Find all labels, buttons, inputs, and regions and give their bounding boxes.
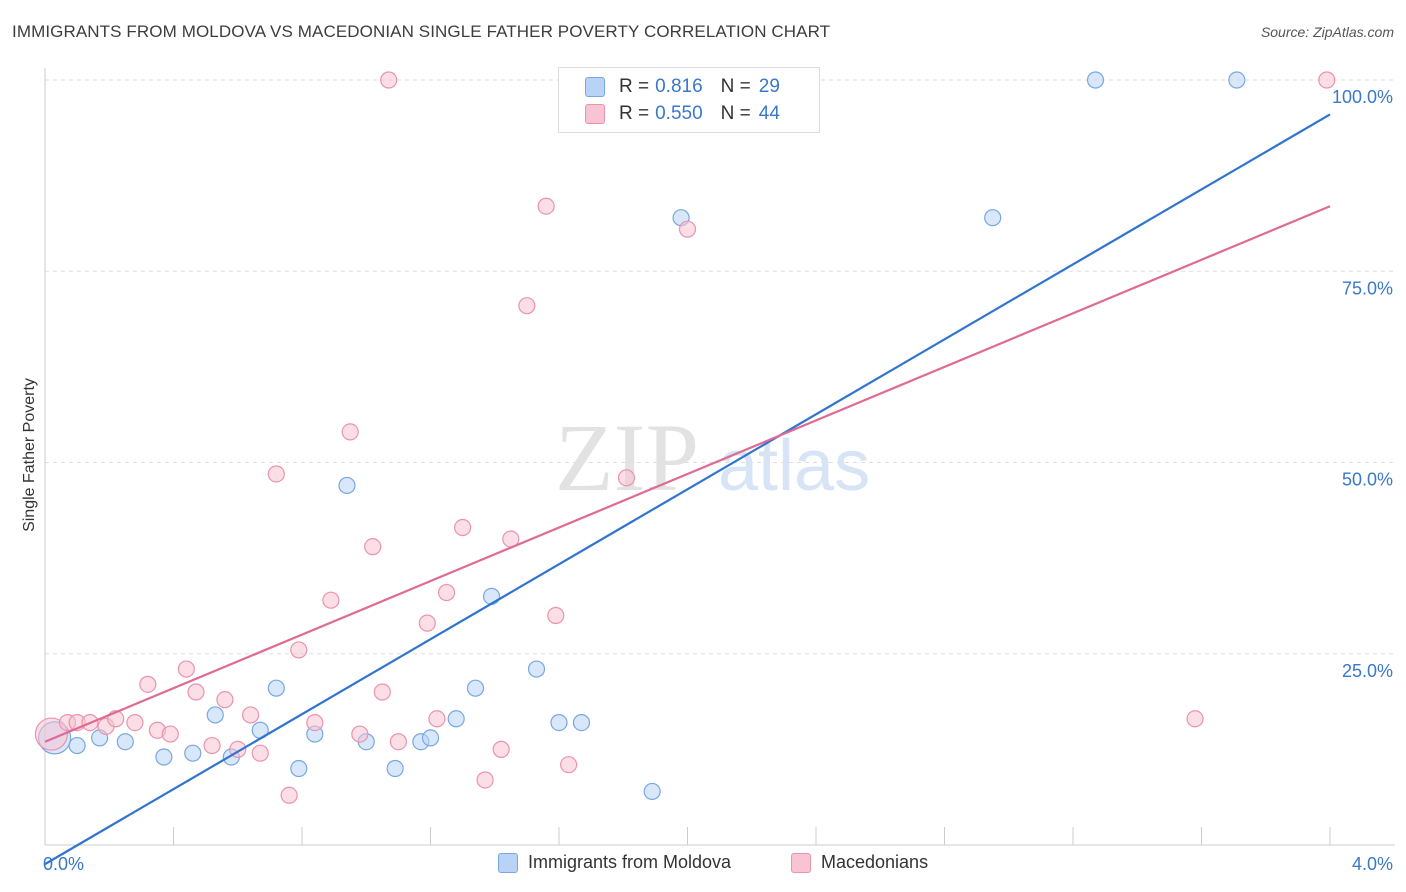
macedonian-point xyxy=(547,606,565,625)
moldova-point xyxy=(466,679,485,697)
moldova-point xyxy=(338,476,356,495)
moldova-point xyxy=(68,736,86,755)
moldova-point xyxy=(984,209,1002,227)
macedonian-point xyxy=(177,660,195,678)
macedonian-point xyxy=(267,465,285,483)
tick-labels: 25.0% 50.0% 75.0% 100.0% 0.0% 4.0% xyxy=(43,87,1393,874)
moldova-point xyxy=(386,759,404,778)
legend-n-value: 44 xyxy=(758,103,780,124)
macedonian-point xyxy=(306,713,324,732)
moldova-point xyxy=(155,748,173,766)
bottom-legend-swatch-blue xyxy=(498,852,518,873)
legend-r-label: R = xyxy=(619,103,650,124)
bottom-legend-label: Immigrants from Moldova xyxy=(528,852,732,872)
legend-swatch-pink xyxy=(585,104,605,124)
watermark-atlas: atlas xyxy=(718,426,870,506)
legend-r-value: 0.550 xyxy=(655,103,703,124)
y-tick-label: 25.0% xyxy=(1342,661,1393,681)
moldova-point xyxy=(267,679,285,697)
macedonian-point xyxy=(476,771,494,789)
macedonian-point xyxy=(454,518,472,537)
macedonian-point xyxy=(242,706,260,724)
y-tick-label: 50.0% xyxy=(1342,470,1393,490)
macedonian-point xyxy=(161,725,179,743)
macedonian-point xyxy=(290,641,308,659)
macedonian-point xyxy=(678,220,697,238)
macedonian-point xyxy=(216,691,234,709)
macedonian-point xyxy=(322,591,340,609)
macedonian-point xyxy=(437,583,456,602)
macedonian-point xyxy=(418,614,436,632)
bottom-legend-moldova[interactable]: Immigrants from Moldova xyxy=(498,852,731,873)
bottom-legend-swatch-pink xyxy=(791,852,811,873)
y-tick-label: 100.0% xyxy=(1332,87,1393,107)
macedonian-point xyxy=(364,538,382,556)
moldova-point xyxy=(550,713,568,732)
macedonian-point xyxy=(1318,71,1336,89)
macedonian-point xyxy=(126,713,144,732)
x-tick-label: 4.0% xyxy=(1352,854,1393,874)
data-points xyxy=(34,71,1336,804)
macedonian-point xyxy=(280,786,298,804)
macedonian-point xyxy=(518,297,536,315)
macedonian-point xyxy=(251,744,269,762)
moldova-point xyxy=(1228,71,1246,89)
moldova-point xyxy=(447,710,465,728)
grid-lines xyxy=(45,79,1395,655)
moldova-point xyxy=(527,660,546,678)
bottom-legend-macedonians[interactable]: Macedonians xyxy=(791,852,928,873)
macedonian-point xyxy=(380,71,398,89)
legend-box: R = 0.816 N = 29 R = 0.550 N = 44 xyxy=(558,67,820,133)
legend-row-macedonians: R = 0.550 N = 44 xyxy=(585,101,780,127)
trend-lines xyxy=(44,113,1331,866)
legend-swatch-blue xyxy=(585,77,605,97)
watermark: ZIP atlas xyxy=(555,404,870,511)
moldova-point xyxy=(421,729,440,747)
macedonian-point xyxy=(341,423,359,441)
source-label: Source: ZipAtlas.com xyxy=(1260,24,1394,40)
bottom-legend-label: Macedonians xyxy=(821,852,929,872)
legend-n-label: N = xyxy=(720,103,751,124)
moldova-point xyxy=(206,706,224,724)
macedonian-point xyxy=(34,717,69,751)
watermark-zip: ZIP xyxy=(555,404,699,511)
macedonian-point xyxy=(203,736,221,755)
moldova-point xyxy=(184,744,202,762)
y-tick-label: 75.0% xyxy=(1342,278,1393,298)
macedonian-point xyxy=(139,675,157,693)
macedonian-point xyxy=(187,683,205,701)
legend-r-value: 0.816 xyxy=(655,76,703,97)
legend-n-value: 29 xyxy=(758,76,780,97)
moldova-point xyxy=(1086,71,1105,89)
moldova-point xyxy=(116,733,134,751)
chart-title: IMMIGRANTS FROM MOLDOVA VS MACEDONIAN SI… xyxy=(12,22,831,41)
macedonian-point xyxy=(537,197,555,215)
moldova-point xyxy=(290,759,308,778)
macedonian-point xyxy=(1186,710,1204,728)
moldova-point xyxy=(482,587,501,605)
moldova-trend-line xyxy=(44,113,1331,866)
y-axis-label: Single Father Poverty xyxy=(21,378,38,532)
legend-row-moldova: R = 0.816 N = 29 xyxy=(585,74,780,100)
x-tick-label: 0.0% xyxy=(43,854,84,874)
moldova-point xyxy=(643,782,661,801)
macedonian-point xyxy=(351,725,369,743)
macedonian-point xyxy=(373,683,391,701)
legend-n-label: N = xyxy=(720,76,751,97)
legend-r-label: R = xyxy=(619,76,650,97)
axes xyxy=(44,68,1395,846)
macedonian-point xyxy=(389,733,407,751)
macedonian-point xyxy=(617,469,636,487)
macedonian-point xyxy=(492,740,510,758)
macedonian-point xyxy=(560,756,578,774)
macedonian-trend-line xyxy=(44,205,1331,743)
macedonian-point xyxy=(428,710,446,728)
moldova-point xyxy=(572,713,591,732)
